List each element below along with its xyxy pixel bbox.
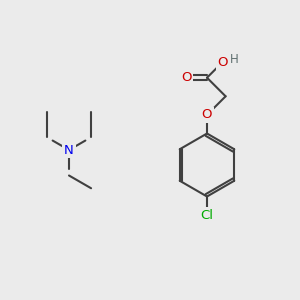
Text: N: N — [64, 143, 74, 157]
Text: H: H — [230, 52, 238, 66]
Text: O: O — [217, 56, 228, 69]
Text: O: O — [202, 108, 212, 122]
Text: Cl: Cl — [200, 208, 214, 222]
Text: O: O — [181, 71, 191, 84]
